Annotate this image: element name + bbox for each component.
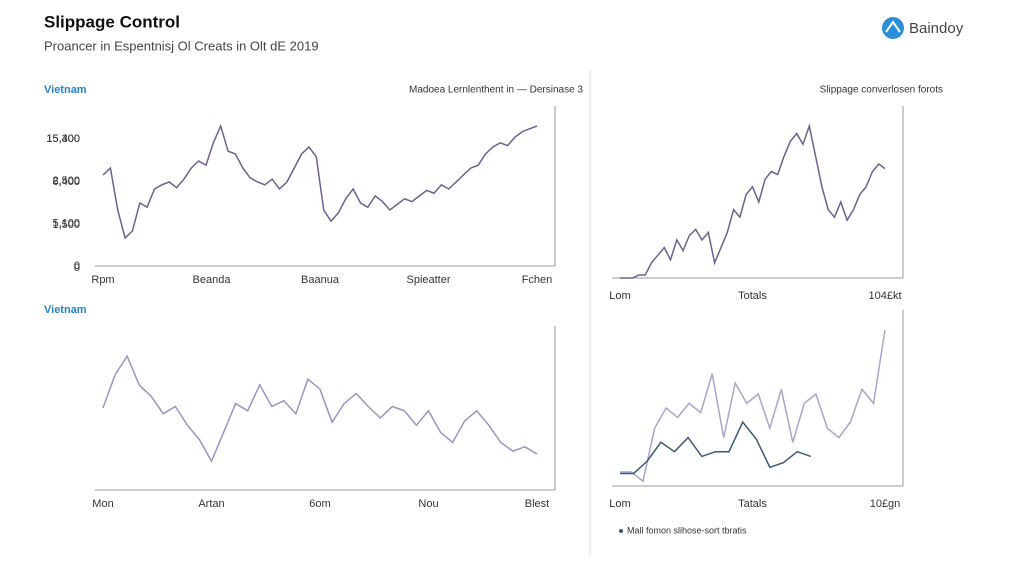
chart-title: Madoea Lernlenthent in — Dersinase 3 [409, 85, 583, 96]
x-tick-label: Spieatter [406, 274, 450, 286]
data-line [102, 123, 538, 240]
x-tick-label: Blest [525, 498, 549, 510]
region-label: Vietnam [44, 84, 87, 96]
chart-title: Slippage converlosen forots [820, 85, 943, 96]
x-tick-label: Artan [198, 498, 224, 510]
brand-logo [882, 17, 904, 39]
x-tick-label: Lom [609, 290, 630, 302]
brand-icon [885, 20, 901, 33]
y-tick-label: 0 [74, 262, 80, 274]
x-tick-label: Fchen [522, 274, 553, 286]
data-line [620, 123, 886, 279]
y-tick-label: 0 [74, 260, 80, 272]
x-tick-label: 10£gn [870, 498, 901, 510]
y-tick-label: 6,400 [52, 176, 80, 188]
x-tick-label: Beanda [193, 274, 232, 286]
y-tick-label: 2,500 [52, 175, 80, 187]
x-tick-label: Tatals [738, 498, 767, 510]
legend-text: Mall fomon slihose-sort tbratis [627, 525, 747, 535]
x-tick-label: Lom [609, 498, 630, 510]
x-tick-label: Nou [418, 498, 438, 510]
y-tick-label: 1,500 [52, 219, 80, 231]
data-line [620, 420, 812, 475]
page-subtitle: Proancer in Espentnisj Ol Creats in Olt … [44, 38, 319, 53]
x-tick-label: 6om [309, 498, 330, 510]
x-tick-label: Baanua [301, 274, 340, 286]
page-title: Slippage Control [44, 12, 180, 31]
x-tick-label: Totals [738, 290, 767, 302]
legend-swatch [619, 529, 623, 533]
y-tick-label: 15,400 [46, 133, 80, 145]
data-line [102, 354, 538, 463]
data-line [620, 329, 886, 483]
region-label: Vietnam [44, 304, 87, 316]
brand-name: Baindoy [909, 20, 964, 37]
y-tick-label: 15,300 [46, 133, 80, 145]
x-tick-label: 104£kt [868, 290, 901, 302]
x-tick-label: Mon [92, 498, 113, 510]
y-tick-label: 5,100 [52, 218, 80, 230]
x-tick-label: Rpm [91, 274, 114, 286]
